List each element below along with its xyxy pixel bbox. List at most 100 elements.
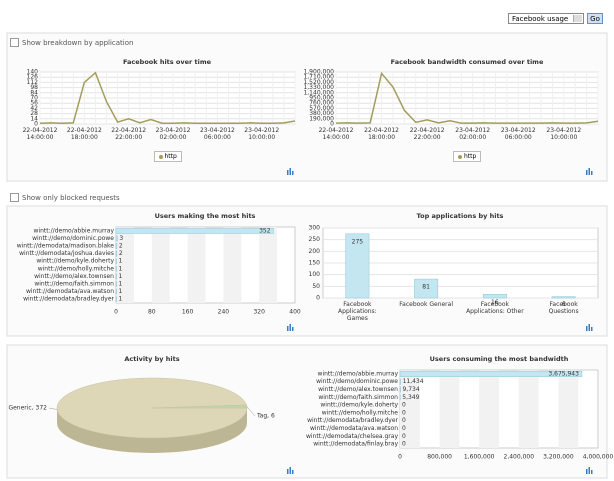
go-button[interactable]: Go	[587, 13, 603, 24]
chart-icons	[287, 168, 593, 474]
y-tick-label: 28	[30, 110, 38, 117]
pie-label: Tag, 6	[256, 413, 275, 420]
y-tick-label: 570,000	[309, 105, 334, 112]
bar	[115, 243, 118, 249]
y-tick-label: wintt://demo/abbie.murray	[34, 227, 115, 234]
bar	[115, 227, 274, 234]
bar	[482, 294, 507, 299]
value-label: 3,675,943	[548, 370, 579, 377]
value-label: 3	[119, 235, 123, 242]
x-tick-label: 3,200,000	[543, 454, 574, 461]
y-tick-label: 70	[30, 95, 38, 102]
x-tick-label: 23-04-2012 10:00:00	[546, 127, 582, 141]
y-tick-label: 1,330,000	[303, 84, 334, 91]
y-tick-label: 50	[312, 283, 320, 290]
value-label: 1	[118, 288, 122, 295]
x-tick-label: 0	[114, 309, 118, 316]
y-tick-label: wintt://demodata/chelsea.gray	[306, 433, 399, 440]
y-tick-label: wintt://demo/faith.simmon	[34, 281, 114, 288]
value-label: 11,434	[403, 378, 424, 385]
y-tick-label: wintt://demo/kyle.doherty	[320, 402, 398, 409]
y-tick-label: 380,000	[309, 110, 334, 117]
bar	[399, 370, 583, 377]
value-label: 0	[402, 409, 406, 416]
x-tick-label: Facebook Questions	[548, 301, 579, 315]
y-tick-label: 0	[316, 295, 320, 302]
y-tick-label: wintt://demo/abbie.murray	[318, 370, 399, 377]
grid-band	[187, 227, 206, 303]
value-label: 0	[402, 433, 406, 440]
line	[39, 71, 296, 125]
value-label: 1	[118, 273, 122, 280]
blocked-checkbox[interactable]: Show only blocked requests	[10, 193, 120, 202]
y-tick-label: wintt://demo/holly.mitche	[38, 265, 115, 272]
x-tick-label: 0	[398, 454, 402, 461]
legend: http	[153, 151, 182, 162]
y-tick-label: wintt://demo/dominic.powe	[316, 378, 398, 385]
x-tick-label: 800,000	[427, 454, 452, 461]
chart-title: Facebook hits over time	[122, 58, 212, 66]
bar	[414, 278, 439, 299]
breakdown-checkbox[interactable]: Show breakdown by application	[10, 38, 133, 47]
bar	[115, 250, 118, 257]
y-tick-label: 126	[27, 74, 39, 81]
grid-band	[116, 227, 134, 303]
y-tick-label: wintt://demo/dominic.powe	[32, 235, 114, 242]
value-label: 1	[118, 296, 122, 303]
y-tick-label: 1,520,000	[303, 79, 334, 86]
bar	[115, 235, 118, 242]
grid-band	[400, 370, 420, 448]
x-tick-label: 23-04-2012 02:00:00	[455, 127, 491, 141]
x-tick-label: Facebook General	[399, 301, 453, 308]
value-label: 352	[259, 227, 271, 234]
value-label: 2	[119, 243, 123, 250]
report-select[interactable]: Facebook usage	[508, 13, 584, 24]
y-tick-label: 112	[27, 79, 39, 86]
y-tick-label: 84	[30, 89, 38, 96]
value-label: 0	[402, 402, 406, 409]
checkbox-label: Show breakdown by application	[22, 38, 134, 47]
value-label: 275	[352, 238, 364, 245]
y-tick-label: wintt://demo/holly.mitche	[322, 409, 399, 416]
value-label: 0	[402, 441, 406, 448]
x-tick-label: 4,000,000	[583, 454, 614, 461]
y-tick-label: 56	[30, 100, 38, 107]
leader-line	[246, 406, 256, 417]
y-tick-label: 760,000	[309, 100, 334, 107]
legend-label: http	[464, 153, 477, 160]
bar	[345, 233, 370, 299]
y-tick-label: wintt://demo/kyle.doherty	[36, 258, 114, 265]
y-tick-label: 950,000	[309, 95, 334, 102]
chart-title: Activity by hits	[124, 355, 180, 363]
legend-swatch	[458, 154, 462, 159]
legend-swatch	[158, 154, 163, 159]
x-tick-label: Facebook Applications: Other	[466, 301, 524, 315]
value-label: 6	[562, 301, 566, 308]
chart-title: Top applications by hits	[416, 212, 504, 220]
y-tick-label: 200	[309, 248, 321, 255]
x-tick-label: Facebook Applications: Games	[338, 301, 377, 322]
value-label: 0	[402, 417, 406, 424]
value-label: 1	[118, 265, 122, 272]
y-tick-label: wintt://demodata/bradley.dyer	[307, 417, 398, 424]
value-label: 1	[118, 281, 122, 288]
line	[335, 71, 599, 124]
y-tick-label: wintt://demodata/finlay.bray	[313, 441, 398, 448]
value-label: 0	[402, 425, 406, 432]
value-label: 81	[422, 284, 430, 291]
y-tick-label: wintt://demodata/madison.blake	[17, 243, 115, 250]
bar	[399, 378, 401, 385]
value-label: 2	[119, 250, 123, 257]
x-tick-label: 23-04-2012 02:00:00	[155, 127, 191, 141]
grid-band	[439, 370, 460, 448]
x-tick-label: 2,400,000	[504, 454, 535, 461]
y-tick-label: 1,710,000	[303, 74, 334, 81]
grid-band	[259, 227, 278, 303]
grid-band	[479, 370, 499, 448]
leader-line	[48, 407, 58, 410]
chart-title: Facebook bandwidth consumed over time	[390, 58, 544, 66]
y-tick-label: wintt://demodata/joshua.davies	[19, 250, 114, 257]
x-tick-label: 80	[148, 309, 156, 316]
y-tick-label: 1,140,000	[303, 89, 334, 96]
